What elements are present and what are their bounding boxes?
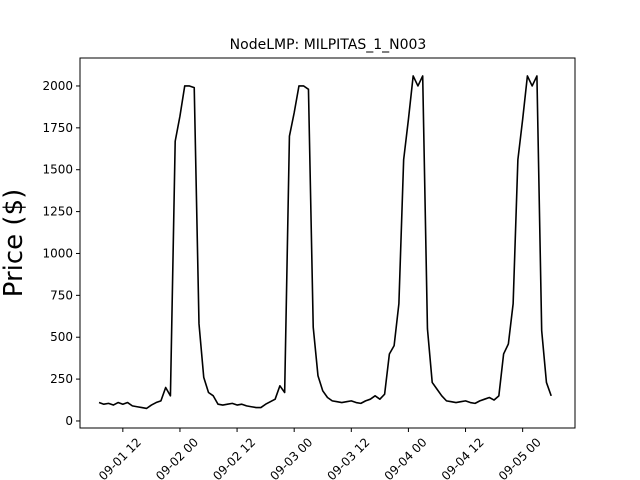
y-tick-label: 750 [50,288,73,302]
y-tick-label: 1250 [42,205,73,219]
x-tick-label: 09-05 00 [496,435,544,480]
plot-frame [79,57,576,429]
x-tick-label: 09-03 12 [324,435,372,480]
x-tick-label: 09-02 12 [210,435,258,480]
y-tick-label: 0 [65,414,73,428]
x-tick-label: 09-01 12 [96,435,144,480]
y-tick-label: 500 [50,330,73,344]
y-tick-label: 1750 [42,121,73,135]
y-tick-label: 1000 [42,246,73,260]
x-tick-label: 09-04 00 [382,435,430,480]
y-axis-label: Price ($) [0,189,29,298]
price-line [98,75,552,410]
y-tick-label: 1500 [42,163,73,177]
x-tick-label: 09-03 00 [267,435,315,480]
y-tick-label: 2000 [42,79,73,93]
chart-title: NodeLMP: MILPITAS_1_N003 [230,37,427,53]
y-tick-label: 250 [50,372,73,386]
x-tick-label: 09-04 12 [439,435,487,480]
x-tick-label: 09-02 00 [153,435,201,480]
